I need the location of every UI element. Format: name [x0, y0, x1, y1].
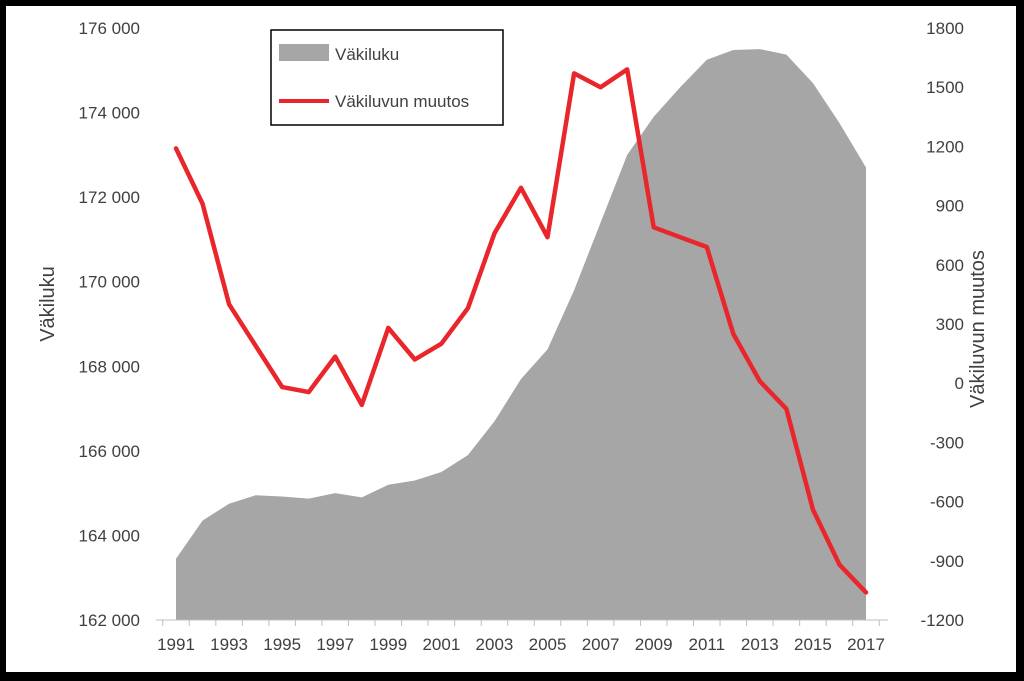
x-tick-label: 2007	[582, 635, 620, 654]
legend-label-line: Väkiluvun muutos	[335, 92, 469, 111]
left-axis-ticks: 162 000 164 000 166 000 168 000 170 000 172 0…	[79, 19, 140, 630]
left-tick-label: 174 000	[79, 104, 140, 123]
left-tick-label: 168 000	[79, 357, 140, 376]
x-tick-label: 1991	[157, 635, 195, 654]
chart-frame: 162 000 164 000 166 000 168 000 170 000 172 0…	[6, 6, 1016, 672]
x-tick-label: 2003	[476, 635, 514, 654]
right-tick-label: -600	[930, 493, 964, 512]
x-tick-label: 1995	[263, 635, 301, 654]
legend-label-area: Väkiluku	[335, 45, 399, 64]
x-tick-label: 2001	[422, 635, 460, 654]
right-tick-label: 1500	[926, 78, 964, 97]
right-tick-label: 300	[936, 315, 964, 334]
right-tick-label: -300	[930, 433, 964, 452]
x-tick-label: 2011	[688, 635, 725, 654]
x-tick-label: 2017	[847, 635, 885, 654]
x-tick-label: 2005	[529, 635, 567, 654]
legend: Väkiluku Väkiluvun muutos	[270, 29, 504, 126]
population-change-line	[173, 67, 869, 595]
right-axis-title: Väkiluvun muutos	[967, 250, 989, 408]
left-tick-label: 176 000	[79, 19, 140, 38]
x-axis-ticks: 1991 1993 1995 1997 1999 2001 2003 2005 2007 2009…	[157, 635, 885, 654]
area-layer	[176, 49, 866, 621]
legend-swatch-area	[279, 44, 329, 61]
right-tick-label: 1800	[926, 19, 964, 38]
right-tick-label: -900	[930, 552, 964, 571]
right-tick-label: 900	[936, 197, 964, 216]
x-tick-label: 1999	[369, 635, 407, 654]
left-tick-label: 164 000	[79, 526, 140, 545]
right-tick-label: 600	[936, 256, 964, 275]
left-tick-label: 172 000	[79, 188, 140, 207]
left-axis-title: Väkiluku	[37, 266, 59, 342]
x-tick-label: 1993	[210, 635, 248, 654]
x-tick-label: 2009	[635, 635, 673, 654]
x-tick-label: 1997	[316, 635, 354, 654]
right-tick-label: 0	[955, 374, 964, 393]
left-tick-label: 166 000	[79, 442, 140, 461]
left-tick-label: 170 000	[79, 273, 140, 292]
population-chart: 162 000 164 000 166 000 168 000 170 000 172 0…	[37, 19, 989, 654]
left-tick-label: 162 000	[79, 611, 140, 630]
right-tick-label: 1200	[926, 137, 964, 156]
x-tick-label: 2013	[741, 635, 779, 654]
population-area	[176, 49, 866, 621]
line-layer	[173, 67, 869, 595]
x-tick-label: 2015	[794, 635, 832, 654]
right-tick-label: -1200	[921, 611, 964, 630]
right-axis-ticks: -1200 -900 -600 -300 0 300 600 900 1200 1500 1800	[921, 19, 964, 630]
axis-layer	[156, 619, 888, 626]
